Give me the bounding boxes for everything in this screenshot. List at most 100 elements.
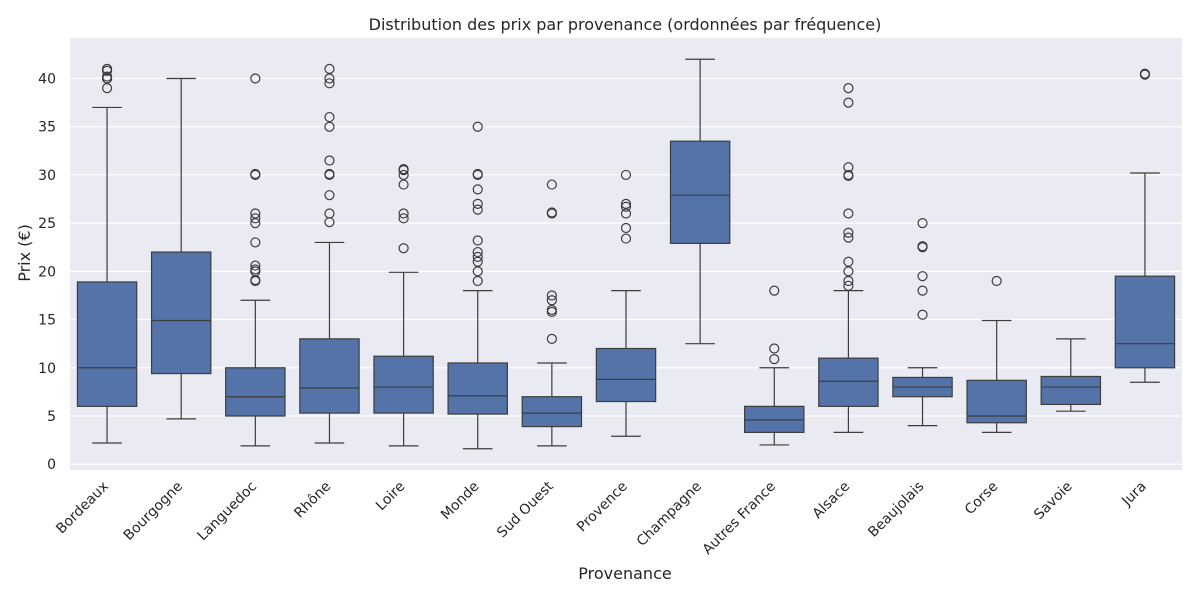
iqr-box <box>521 396 583 428</box>
iqr-box <box>595 347 657 403</box>
outlier-point <box>546 304 557 316</box>
outlier-point <box>472 275 483 287</box>
outlier-point <box>250 260 261 271</box>
outlier-point <box>250 73 261 84</box>
outlier-point <box>324 208 335 219</box>
outlier-point <box>843 256 854 267</box>
box-Bordeaux <box>76 63 138 444</box>
outlier-point <box>324 111 335 123</box>
outlier-point <box>843 169 854 181</box>
box-Rhône <box>299 63 360 444</box>
outlier-point <box>250 264 261 275</box>
outlier-point <box>620 208 632 219</box>
outlier-point <box>250 237 261 248</box>
box-Champagne <box>669 58 731 345</box>
iqr-box <box>1040 375 1102 406</box>
x-tick-label: Provence <box>574 479 631 536</box>
x-axis-label: Provenance <box>578 564 671 583</box>
x-tick-label: Bourgogne <box>121 479 186 544</box>
outlier-point <box>843 232 854 243</box>
x-tick-labels: Bordeaux Bourgogne Languedoc Rhône Loire Mond… <box>53 478 1150 558</box>
x-tick-label: Monde <box>438 479 483 524</box>
outlier-point <box>250 218 261 229</box>
x-tick-label: Autres France <box>700 479 779 558</box>
outlier-point <box>398 179 409 190</box>
outlier-point <box>324 190 335 201</box>
box-Beaujolais <box>892 218 953 427</box>
box-Provence <box>595 169 657 437</box>
x-tick-label: Bordeaux <box>53 479 112 538</box>
x-tick-label: Rhône <box>291 479 334 522</box>
y-tick-labels: 0 5 10 15 20 25 30 35 40 <box>38 72 56 474</box>
y-tick-label: 15 <box>38 313 56 329</box>
box-Jura <box>1114 68 1176 383</box>
outlier-point <box>398 169 409 181</box>
outlier-point <box>324 63 335 74</box>
box-Autres France <box>744 285 805 446</box>
outlier-point <box>620 201 632 212</box>
outlier-point <box>101 71 113 82</box>
box-Monde <box>447 121 508 450</box>
x-tick-label: Savoie <box>1031 479 1075 523</box>
outlier-point <box>324 78 335 89</box>
x-tick-label: Corse <box>962 479 1002 519</box>
outlier-point <box>620 169 632 181</box>
box-Alsace <box>818 83 879 433</box>
outlier-point <box>620 198 632 209</box>
outlier-point <box>843 162 854 173</box>
outlier-point <box>472 235 483 246</box>
x-tick-label: Beaujolais <box>865 479 927 541</box>
outlier-point <box>472 198 483 209</box>
outlier-point <box>769 343 780 354</box>
iqr-box <box>447 362 508 415</box>
x-tick-label: Loire <box>373 479 408 514</box>
box-Bourgogne <box>150 77 212 420</box>
outlier-point <box>843 83 854 94</box>
y-tick-label: 20 <box>38 264 56 280</box>
chart-title: Distribution des prix par provenance (or… <box>369 15 882 34</box>
box-Languedoc <box>225 73 286 447</box>
outlier-point <box>250 213 261 224</box>
iqr-box <box>150 251 212 375</box>
outlier-point <box>250 168 261 180</box>
outlier-point <box>324 168 335 180</box>
iqr-box <box>373 355 434 414</box>
outlier-point <box>917 271 928 282</box>
outlier-point <box>472 246 483 258</box>
outlier-point <box>546 295 557 306</box>
boxes <box>76 58 1176 450</box>
x-tick-label: Alsace <box>810 479 854 523</box>
outlier-point <box>324 121 335 132</box>
iqr-box <box>225 367 286 417</box>
outlier-point <box>398 243 409 254</box>
outlier-point <box>620 233 632 244</box>
outlier-point <box>324 155 335 166</box>
y-tick-label: 10 <box>38 361 56 377</box>
y-tick-label: 5 <box>47 409 56 425</box>
outlier-point <box>620 222 632 234</box>
outlier-point <box>472 251 483 262</box>
outlier-point <box>546 290 557 301</box>
x-tick-label: Sud Ouest <box>494 478 557 541</box>
outlier-point <box>398 213 409 224</box>
box-Corse <box>966 275 1027 433</box>
iqr-box <box>1114 275 1176 369</box>
outlier-point <box>843 227 854 238</box>
y-tick-label: 35 <box>38 120 56 136</box>
outlier-point <box>843 97 854 108</box>
outlier-point <box>546 333 557 344</box>
y-tick-label: 30 <box>38 168 56 184</box>
y-tick-label: 40 <box>38 72 56 88</box>
outlier-point <box>917 241 928 252</box>
x-tick-label: Jura <box>1118 479 1149 510</box>
outlier-point <box>472 168 483 180</box>
outlier-point <box>472 121 483 132</box>
box-Sud Ouest <box>521 179 583 447</box>
outlier-point <box>917 285 928 296</box>
outlier-point <box>472 266 483 277</box>
outlier-point <box>917 309 928 320</box>
iqr-box <box>299 338 360 414</box>
outlier-point <box>398 164 409 175</box>
